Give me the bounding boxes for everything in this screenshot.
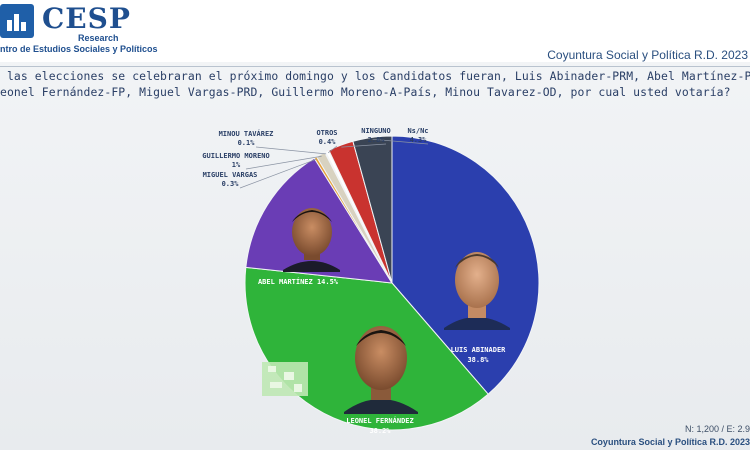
martinez-portrait [283,208,340,272]
cesp-logo-icon [0,4,34,38]
slice-value-nsnc: 4.3% [410,136,428,144]
slice-value-abinader: 38.8% [467,356,489,364]
slice-label-martinez: ABEL MARTÍNEZ 14.5% [258,277,339,286]
leader-line-nsnc [372,138,429,145]
slice-labels: LUIS ABINADER 38.8% LEONEL FERNÁNDEZ 38.2% A… [202,127,506,435]
bar-logo-icon [7,14,26,31]
slice-value-moreno: 1% [232,161,241,169]
slice-label-ninguno: NINGUNO [361,127,391,135]
question-line-2: eonel Fernández-FP, Miguel Vargas-PRD, G… [0,85,731,99]
leader-line-vargas [239,158,317,189]
slice-label-tavarez: MINOU TAVÁREZ [219,129,274,138]
leader-line-moreno [245,155,322,170]
slice-value-tavarez: 0.1% [238,139,256,147]
slice-label-moreno: GUILLERMO MORENO [202,152,269,160]
pixelated-watermark [262,362,308,396]
slice-label-otros: OTROS [316,129,337,137]
leader-line-tavarez [255,146,327,155]
survey-question: las elecciones se celebraran el próximo … [0,68,750,100]
slice-label-fernandez: LEONEL FERNÁNDEZ [346,416,413,425]
slice-label-nsnc: Ns/Nc [407,127,428,135]
fernandez-portrait [344,326,418,414]
header-bar: CESP Research ntro de Estudios Sociales … [0,0,750,62]
slice-value-otros: 0.4% [319,138,337,146]
slice-value-vargas: 0.3% [222,180,240,188]
pie-slice-nsnc [352,135,393,284]
question-line-1: las elecciones se celebraran el próximo … [0,69,750,83]
slice-label-vargas: MIGUEL VARGAS [203,171,258,179]
slice-value-ninguno: 2.8% [368,136,386,144]
logo-research: Research [78,33,119,43]
leader-line-otros [327,145,338,154]
abinader-portrait [444,252,510,330]
report-title: Coyuntura Social y Política R.D. 2023 [547,48,748,62]
slice-label-abinader: LUIS ABINADER [451,346,507,354]
logo-subtitle: ntro de Estudios Sociales y Políticos [0,44,158,54]
logo-text: CESP [42,2,131,35]
slice-value-fernandez: 38.2% [369,427,391,435]
footer-sample: N: 1,200 / E: 2.9 [684,424,750,434]
footer-title: Coyuntura Social y Política R.D. 2023 [590,437,750,447]
header-divider [0,66,750,67]
leader-line-ninguno [341,143,387,148]
leader-lines [239,138,429,189]
